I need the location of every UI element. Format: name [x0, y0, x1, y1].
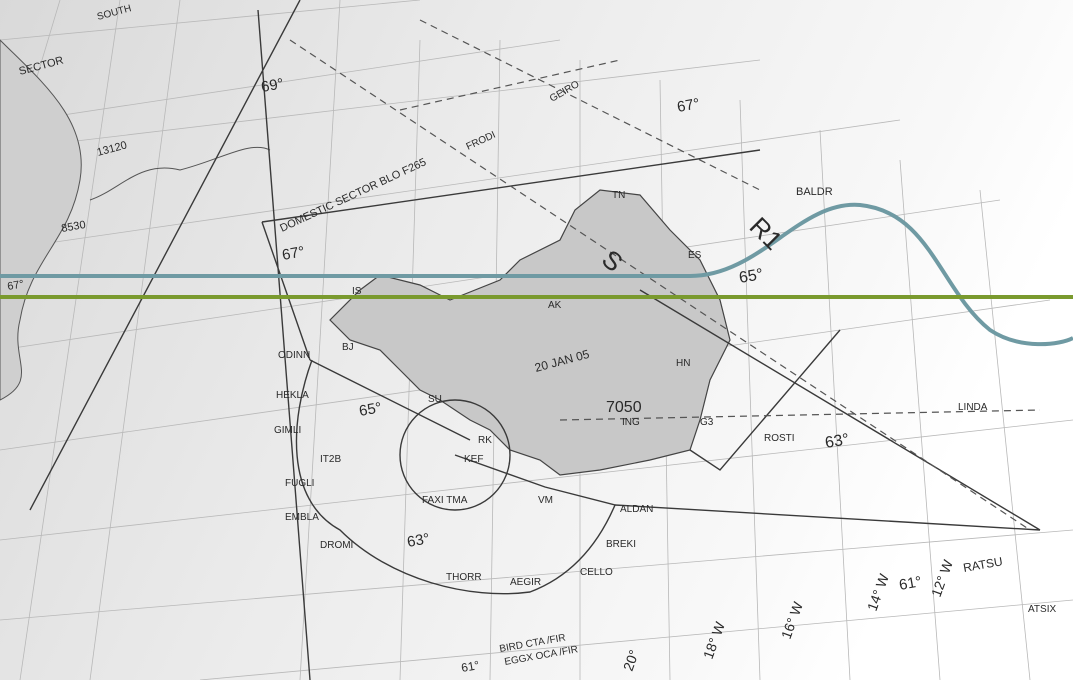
map-label: ES	[688, 250, 702, 261]
map-label: BJ	[342, 342, 354, 353]
map-label: DROMI	[320, 540, 353, 551]
map-label: CELLO	[580, 567, 613, 578]
map-label: 67°	[676, 95, 701, 116]
map-label: 61°	[460, 658, 480, 675]
map-label: 20°	[620, 648, 642, 673]
map-label: ALDAN	[620, 504, 653, 515]
map-label: ROSTI	[764, 433, 795, 444]
iceland	[329, 189, 731, 476]
coastline	[89, 146, 271, 201]
map-label: GIMLI	[274, 425, 301, 436]
map-label: IT2B	[320, 454, 341, 465]
map-label: BREKI	[606, 539, 636, 550]
map-label: AEGIR	[510, 577, 541, 588]
map-label: FAXI TMA	[422, 495, 468, 506]
map-label: ING	[622, 417, 640, 428]
map-label: BALDR	[796, 186, 833, 198]
map-label: VM	[538, 495, 553, 506]
map-label: TN	[612, 190, 625, 201]
map-label: 67°	[6, 278, 24, 293]
airspace-lines	[29, 0, 1041, 680]
map-label: HEKLA	[276, 390, 309, 401]
map-label: 65°	[358, 399, 383, 420]
map-label: KEF	[464, 454, 483, 465]
map-label: 63°	[406, 530, 431, 551]
map-label: G3	[700, 417, 714, 428]
teal-wave	[0, 202, 1073, 347]
map-label: 61°	[898, 573, 923, 594]
map-label: THORR	[446, 572, 482, 583]
greenland-coast	[0, 39, 82, 401]
map-label: 65°	[738, 266, 765, 287]
map-label: RATSU	[962, 554, 1004, 575]
map-label: 7050	[606, 399, 642, 416]
map-label: ODINN	[278, 350, 310, 361]
map-label: AK	[548, 300, 562, 311]
map-label: RK	[478, 435, 492, 446]
map-label: 67°	[281, 243, 306, 264]
map-label: SU	[428, 394, 442, 405]
map-label: 63°	[824, 431, 851, 452]
map-label: LINDA	[958, 402, 988, 413]
map-label: EMBLA	[285, 512, 319, 523]
map-label: HN	[676, 358, 690, 369]
map-label: 69°	[260, 75, 285, 96]
map-label: IS	[352, 286, 362, 297]
map-label: FUGLI	[285, 478, 314, 489]
map-label: 8530	[60, 219, 86, 235]
map-label: ATSIX	[1028, 604, 1056, 615]
